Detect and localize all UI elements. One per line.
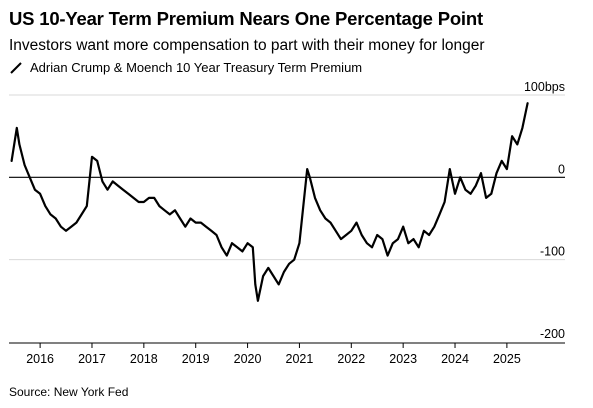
x-tick-label: 2016 bbox=[26, 352, 54, 366]
x-tick-label: 2020 bbox=[234, 352, 262, 366]
x-axis: 2016 2017 2018 2019 2020 2021 2022 2023 2024 2025 bbox=[9, 342, 565, 366]
y-axis: 100bps 0 -100 -200 bbox=[524, 80, 565, 341]
x-tick-label: 2019 bbox=[182, 352, 210, 366]
x-tick-label: 2018 bbox=[130, 352, 158, 366]
y-tick-label: 100bps bbox=[524, 80, 565, 94]
chart-title: US 10-Year Term Premium Nears One Percen… bbox=[9, 8, 483, 29]
chart-subtitle: Investors want more compensation to part… bbox=[9, 37, 485, 54]
series-layer bbox=[10, 102, 529, 302]
legend: Adrian Crump & Moench 10 Year Treasury T… bbox=[9, 60, 362, 75]
y-tick-label: -100 bbox=[540, 245, 565, 259]
x-tick-label: 2024 bbox=[441, 352, 469, 366]
series-line-term-premium bbox=[10, 102, 529, 302]
x-tick-label: 2022 bbox=[337, 352, 365, 366]
legend-label: Adrian Crump & Moench 10 Year Treasury T… bbox=[30, 60, 363, 75]
x-tick-label: 2023 bbox=[389, 352, 417, 366]
y-tick-label: 0 bbox=[558, 162, 565, 176]
x-tick-label: 2017 bbox=[78, 352, 106, 366]
source-note: Source: New York Fed bbox=[9, 385, 129, 399]
x-tick-label: 2025 bbox=[493, 352, 521, 366]
legend-line-icon bbox=[10, 61, 22, 74]
x-tick-label: 2021 bbox=[286, 352, 314, 366]
y-tick-label: -200 bbox=[540, 327, 565, 341]
